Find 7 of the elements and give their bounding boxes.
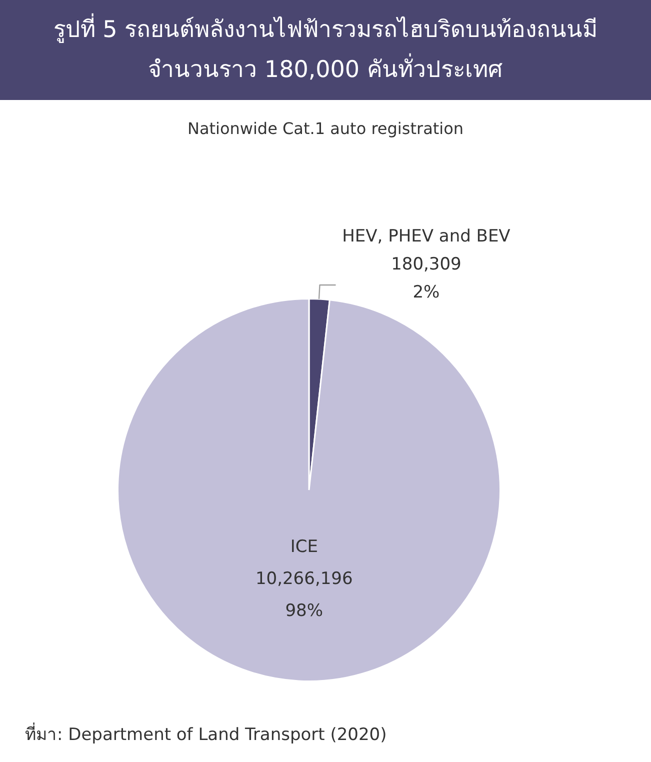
slice-label: ICE [290,537,318,558]
chart-subtitle: Nationwide Cat.1 auto registration [186,119,465,138]
data-label: 10,266,196 98% [255,569,353,622]
data-label: 180,309 2% [391,254,462,302]
text: ที่มา: Department of Land Transport (2020) [25,722,387,747]
chart-title: รูปที่ 5 รถยนต์พลังงานไฟฟ้ารวมรถไฮบริดบนท้องถนนมี จำนวนราว 180,000 คันทั่วประเทศ [52,12,599,85]
slice-label: HEV, PHEV and BEV [342,226,511,246]
